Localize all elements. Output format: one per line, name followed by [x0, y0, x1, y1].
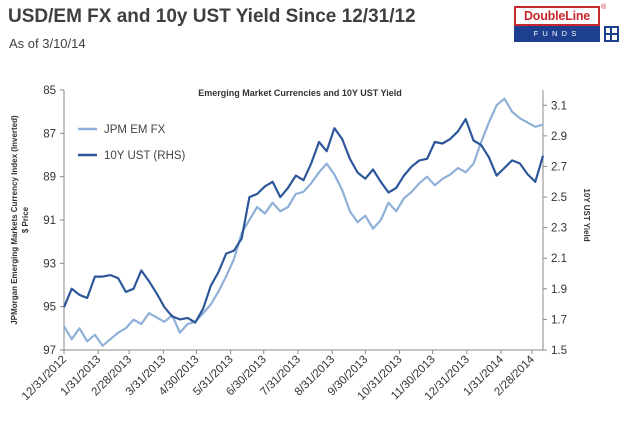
left-axis-label-line1: JPMorgan Emerging Markets Currency Index…: [10, 115, 19, 325]
left-tick-label: 89: [43, 172, 56, 184]
ust-yield-series-line: [62, 118, 545, 324]
left-tick-label: 91: [43, 215, 56, 227]
right-tick-label: 2.5: [551, 192, 567, 204]
left-axis-label-line2: $ Price: [21, 206, 30, 233]
left-tick-label: 97: [43, 345, 56, 357]
x-tick-label: 12/31/2012: [20, 354, 69, 403]
right-tick-label: 1.5: [551, 345, 567, 357]
doubleline-logo: DoubleLine ® FUNDS: [514, 4, 621, 46]
chart-title: Emerging Market Currencies and 10Y UST Y…: [198, 88, 401, 98]
left-tick-label: 95: [43, 302, 56, 314]
logo-grid-icon: [604, 26, 619, 42]
right-tick-label: 1.9: [551, 284, 567, 296]
logo-registered-mark: ®: [601, 4, 607, 11]
right-tick-label: 2.9: [551, 131, 567, 143]
logo-wordmark: DoubleLine: [514, 6, 600, 26]
left-tick-label: 87: [43, 128, 56, 140]
right-tick-label: 2.3: [551, 223, 567, 235]
legend-label-ust: 10Y UST (RHS): [104, 150, 186, 162]
right-tick-label: 2.1: [551, 253, 567, 265]
left-tick-label: 93: [43, 258, 56, 270]
logo-funds-bar: FUNDS: [514, 26, 600, 42]
legend-label-em-fx: JPM EM FX: [104, 124, 166, 136]
right-tick-label: 3.1: [551, 100, 567, 112]
right-tick-label: 1.7: [551, 314, 567, 326]
page-title: USD/EM FX and 10y UST Yield Since 12/31/…: [8, 6, 416, 27]
em-fx-series-line: [63, 97, 544, 347]
right-axis-label: 10Y UST Yield: [582, 188, 591, 241]
left-tick-label: 85: [43, 85, 56, 97]
right-tick-label: 2.7: [551, 161, 567, 173]
page-subtitle: As of 3/10/14: [9, 36, 86, 51]
